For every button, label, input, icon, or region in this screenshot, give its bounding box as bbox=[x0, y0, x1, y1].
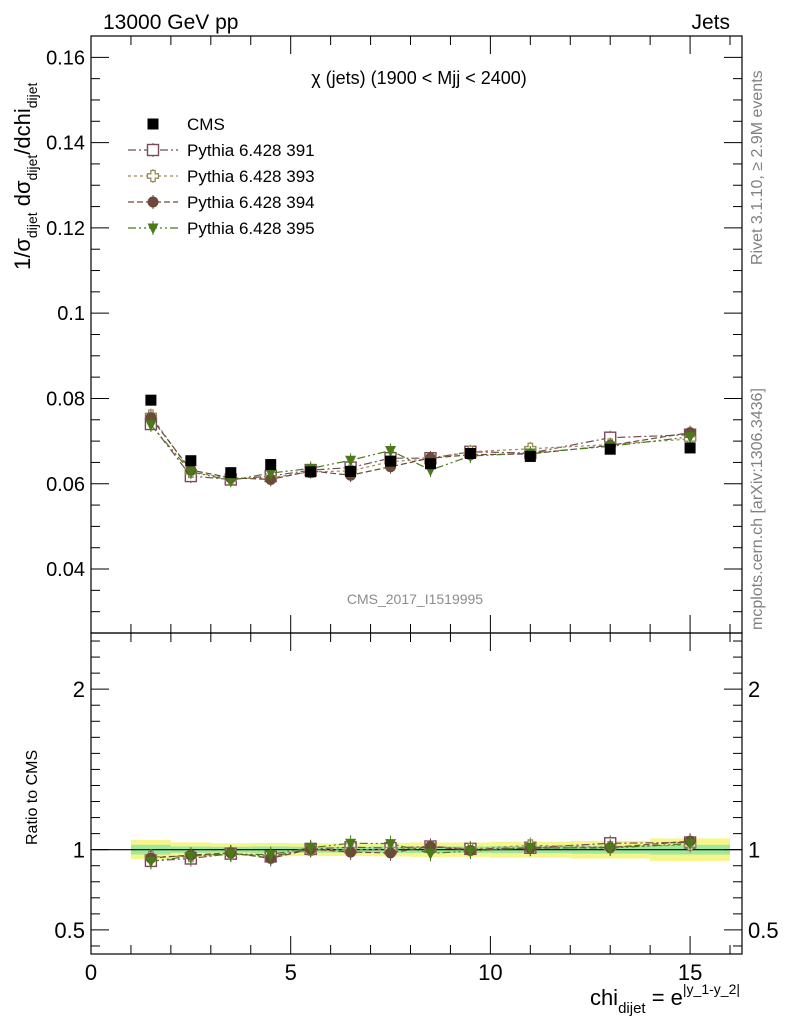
data-point bbox=[604, 443, 616, 455]
data-point bbox=[185, 467, 197, 479]
legend-marker bbox=[147, 118, 159, 130]
ratio-plot-frame bbox=[90, 632, 743, 955]
legend-label: CMS bbox=[187, 115, 225, 134]
main-y-tick-label: 0.06 bbox=[46, 474, 85, 496]
ratio-series-line bbox=[150, 842, 691, 862]
series-line bbox=[150, 417, 691, 481]
ratio-point bbox=[385, 839, 397, 851]
legend-entry: CMS bbox=[147, 115, 225, 134]
mcplots-label: mcplots.cern.ch [arXiv:1306.3436] bbox=[749, 388, 766, 630]
series-cms bbox=[145, 394, 696, 479]
ratio-point bbox=[424, 848, 436, 860]
ratio-point bbox=[145, 856, 157, 868]
ratio-data-series bbox=[144, 833, 697, 870]
legend-marker bbox=[147, 196, 159, 208]
data-point bbox=[684, 442, 696, 454]
series-line bbox=[150, 424, 691, 481]
ratio-y-tick-label-right: 2 bbox=[748, 677, 760, 702]
legend-marker bbox=[147, 223, 159, 235]
chart-title: χ (jets) (1900 < Mjj < 2400) bbox=[311, 68, 527, 88]
ratio-y-tick-label-right: 0.5 bbox=[748, 918, 779, 943]
ratio-y-tick-label-left: 1 bbox=[73, 838, 85, 863]
data-point bbox=[424, 458, 436, 470]
x-tick-label: 0 bbox=[85, 960, 97, 985]
data-point bbox=[385, 455, 397, 467]
ratio-plot-panel: 0.5 0.5 1 1 2 2 0 5 10 15 Ratio to CMS chidijet =… bbox=[24, 632, 779, 1017]
data-point bbox=[225, 475, 237, 487]
main-y-tick-label: 0.04 bbox=[46, 559, 85, 581]
legend-label: Pythia 6.428 395 bbox=[187, 219, 315, 238]
header-process-label: Jets bbox=[691, 11, 730, 34]
x-tick-label: 15 bbox=[678, 960, 702, 985]
svg-text:chidijet = e|y_1-y_2|: chidijet = e|y_1-y_2| bbox=[590, 981, 740, 1017]
legend-marker bbox=[146, 143, 160, 157]
main-y-tick-label: 0.12 bbox=[46, 218, 85, 240]
ratio-point bbox=[604, 843, 616, 855]
ratio-y-tick-label-left: 2 bbox=[73, 677, 85, 702]
data-point bbox=[265, 459, 277, 471]
data-point bbox=[524, 450, 536, 462]
main-data-series bbox=[144, 394, 697, 488]
legend-entry: Pythia 6.428 394 bbox=[128, 193, 315, 212]
legend-entry: Pythia 6.428 391 bbox=[128, 141, 315, 160]
data-point bbox=[265, 468, 277, 480]
data-point bbox=[684, 432, 696, 444]
ratio-point bbox=[225, 849, 237, 861]
legend-entry: Pythia 6.428 393 bbox=[128, 167, 315, 186]
main-plot-panel: 0.04 0.06 0.08 0.1 0.12 0.14 0.16 χ (jets) (19… bbox=[10, 35, 743, 634]
ratio-point bbox=[684, 839, 696, 851]
legend-marker bbox=[146, 169, 160, 183]
data-point bbox=[345, 465, 357, 477]
ratio-axis-ticks: 0.5 0.5 1 1 2 2 0 5 10 15 bbox=[54, 633, 779, 985]
legend-label: Pythia 6.428 393 bbox=[187, 167, 315, 186]
data-point bbox=[305, 466, 317, 478]
ratio-point bbox=[345, 838, 357, 850]
ratio-point bbox=[305, 843, 317, 855]
data-point bbox=[225, 467, 237, 479]
series-line bbox=[150, 415, 691, 480]
ratio-point bbox=[464, 846, 476, 858]
ratio-series-line bbox=[150, 840, 691, 859]
main-axis-ticks: 0.04 0.06 0.08 0.1 0.12 0.14 0.16 bbox=[46, 35, 742, 633]
ratio-series-line bbox=[150, 841, 691, 862]
ratio-point bbox=[265, 849, 277, 861]
main-y-axis-label: 1/σdijet dσdijet/dchidijet bbox=[10, 82, 40, 270]
data-point bbox=[145, 420, 157, 432]
ratio-y-tick-label-left: 0.5 bbox=[54, 918, 85, 943]
main-y-tick-label: 0.08 bbox=[46, 388, 85, 410]
data-point bbox=[145, 394, 157, 406]
svg-text:1/σdijet dσdijet/dchidijet: 1/σdijet dσdijet/dchidijet bbox=[10, 82, 40, 270]
ratio-point bbox=[524, 843, 536, 855]
main-y-tick-label: 0.1 bbox=[57, 303, 85, 325]
main-y-tick-label: 0.16 bbox=[46, 47, 85, 69]
data-point bbox=[385, 445, 397, 457]
data-point bbox=[185, 455, 197, 467]
legend-label: Pythia 6.428 394 bbox=[187, 193, 315, 212]
ratio-point bbox=[345, 846, 357, 858]
data-point bbox=[345, 455, 357, 467]
rivet-version-label: Rivet 3.1.10, ≥ 2.9M events bbox=[749, 70, 766, 265]
legend-entry: Pythia 6.428 395 bbox=[128, 219, 315, 238]
analysis-id-label: CMS_2017_I1519995 bbox=[347, 591, 483, 607]
data-point bbox=[464, 447, 476, 459]
legend-label: Pythia 6.428 391 bbox=[187, 141, 315, 160]
x-tick-label: 10 bbox=[478, 960, 502, 985]
x-axis-label: chidijet = e|y_1-y_2| bbox=[590, 981, 740, 1017]
ratio-y-tick-label-right: 1 bbox=[748, 838, 760, 863]
legend: CMS Pythia 6.428 391 Pythia 6.428 393 Pythi… bbox=[128, 115, 315, 238]
header-energy-label: 13000 GeV pp bbox=[103, 11, 238, 34]
x-tick-label: 5 bbox=[285, 960, 297, 985]
ratio-series-pythia-6-428-395 bbox=[145, 835, 696, 870]
ratio-point bbox=[385, 847, 397, 859]
ratio-point bbox=[185, 851, 197, 863]
ratio-y-axis-label: Ratio to CMS bbox=[24, 750, 41, 845]
main-y-tick-label: 0.14 bbox=[46, 133, 85, 155]
